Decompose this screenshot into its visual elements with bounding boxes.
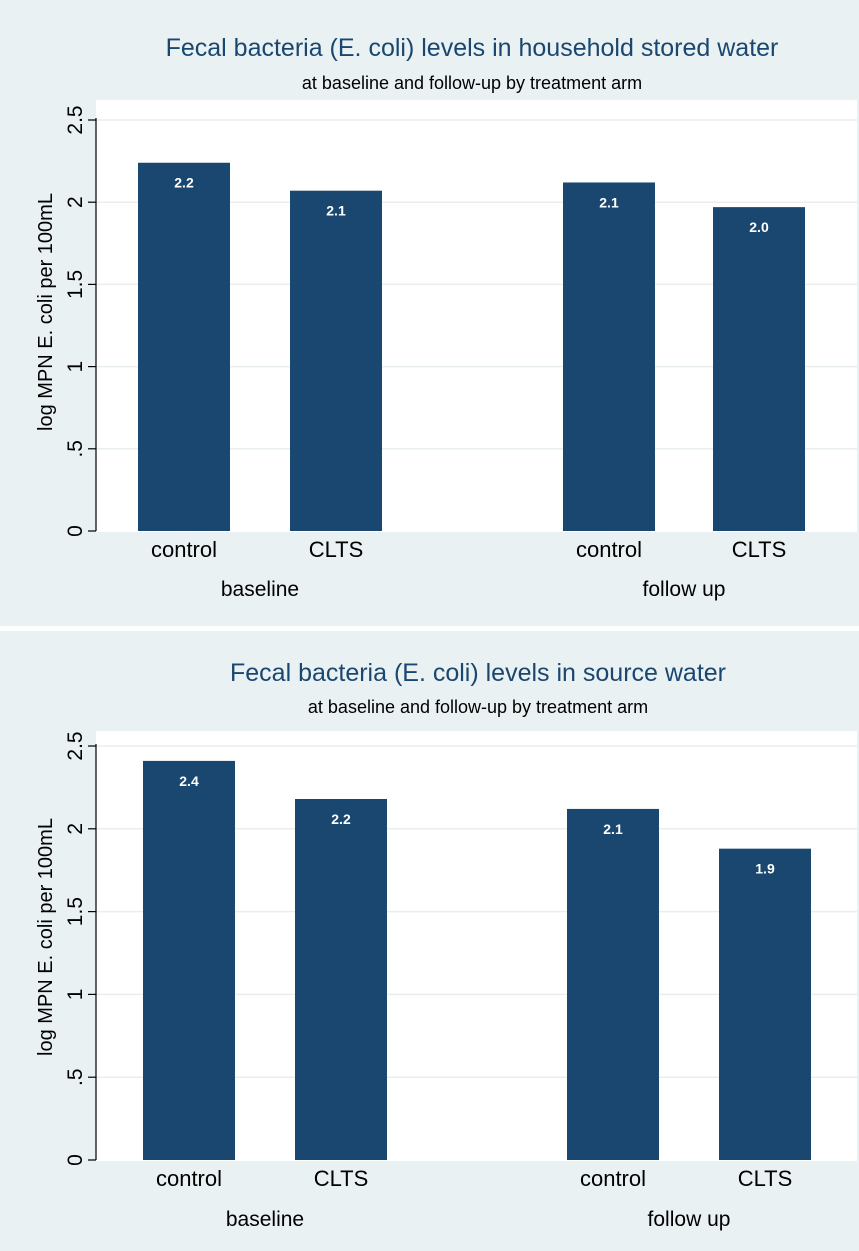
data-label: 2.1 — [599, 194, 619, 210]
chart-panel-source-water: Fecal bacteria (E. coli) levels in sourc… — [0, 631, 859, 1251]
category-label: control — [156, 1166, 222, 1191]
category-label: control — [576, 537, 642, 562]
bar-clts — [719, 848, 811, 1160]
bar-control — [563, 182, 655, 532]
chart-panel-household-stored-water: Fecal bacteria (E. coli) levels in house… — [0, 0, 859, 626]
y-tick-label: 0 — [64, 1154, 87, 1166]
group-label-baseline: baseline — [221, 578, 299, 601]
y-tick-label: 1.5 — [64, 270, 87, 299]
chart-subtitle: at baseline and follow-up by treatment a… — [308, 697, 648, 717]
y-tick-label: 2 — [64, 823, 87, 835]
data-label: 2.1 — [326, 203, 346, 219]
category-label: CLTS — [738, 1166, 793, 1191]
bar-control — [143, 760, 235, 1160]
data-label: 2.0 — [749, 219, 769, 235]
chart-title: Fecal bacteria (E. coli) levels in house… — [166, 34, 779, 62]
category-label: control — [580, 1166, 646, 1191]
category-label: CLTS — [732, 537, 787, 562]
chart-title: Fecal bacteria (E. coli) levels in sourc… — [230, 659, 726, 687]
group-label-baseline: baseline — [226, 1208, 304, 1231]
bar-control — [138, 162, 230, 531]
data-label: 2.4 — [179, 773, 199, 789]
y-tick-label: 2.5 — [64, 105, 87, 134]
y-tick-label: 2.5 — [64, 731, 87, 760]
bar-clts — [295, 798, 387, 1160]
y-tick-label: 1.5 — [64, 897, 87, 926]
y-axis-label: log MPN E. coli per 100mL — [35, 193, 57, 431]
y-tick-label: .5 — [64, 1068, 87, 1086]
data-label: 1.9 — [755, 861, 775, 877]
chart-subtitle: at baseline and follow-up by treatment a… — [302, 73, 642, 93]
y-tick-label: 1 — [64, 989, 87, 1001]
data-label: 2.2 — [331, 811, 351, 827]
category-label: CLTS — [309, 537, 364, 562]
y-tick-label: 1 — [64, 361, 87, 373]
data-label: 2.1 — [603, 821, 623, 837]
y-tick-label: 2 — [64, 196, 87, 208]
bar-clts — [290, 190, 382, 531]
bar-clts — [713, 207, 805, 531]
group-label-follow-up: follow up — [643, 578, 726, 601]
group-label-follow-up: follow up — [648, 1208, 731, 1231]
category-label: control — [151, 537, 217, 562]
data-label: 2.2 — [174, 175, 194, 191]
y-tick-label: 0 — [64, 525, 87, 537]
category-label: CLTS — [314, 1166, 369, 1191]
bar-control — [567, 808, 659, 1160]
y-tick-label: .5 — [64, 440, 87, 458]
y-axis-label: log MPN E. coli per 100mL — [35, 818, 57, 1056]
chart-household-stored-water: Fecal bacteria (E. coli) levels in house… — [35, 34, 857, 601]
chart-source-water: Fecal bacteria (E. coli) levels in sourc… — [35, 659, 857, 1231]
